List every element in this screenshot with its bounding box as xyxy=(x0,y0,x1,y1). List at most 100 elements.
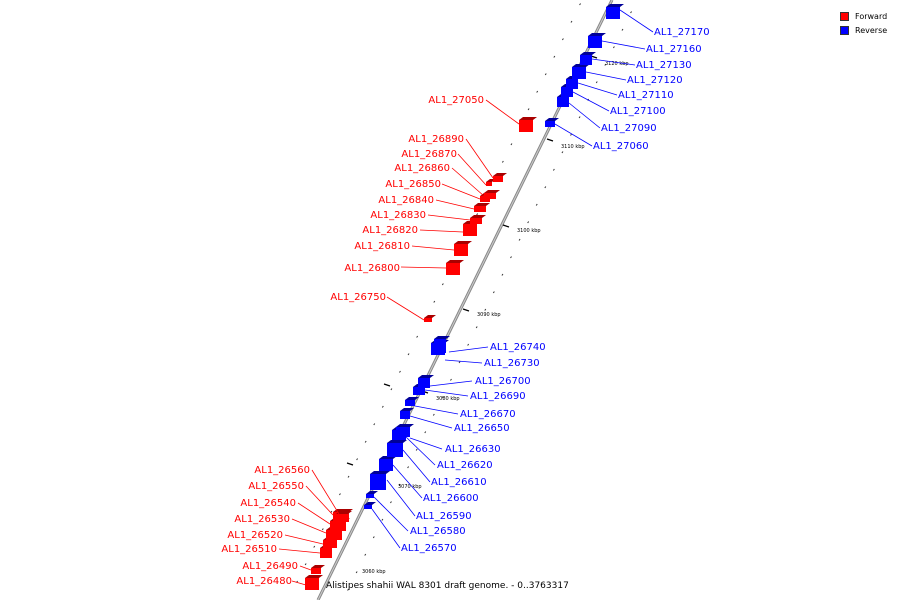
gene-block xyxy=(580,55,592,65)
gene-leader xyxy=(402,449,431,483)
gene-block xyxy=(470,218,482,224)
gene-block-top xyxy=(493,173,507,176)
minor-tick xyxy=(510,143,513,146)
gene-label: AL1_26550 xyxy=(248,481,304,492)
gene-label: AL1_27100 xyxy=(610,106,666,117)
gene-block xyxy=(606,7,620,19)
gene-leader xyxy=(291,518,327,534)
gene-leader xyxy=(400,266,447,269)
gene-AL1_27050: AL1_27050 xyxy=(428,95,537,132)
gene-label: AL1_26510 xyxy=(221,544,277,555)
minor-tick xyxy=(441,283,444,286)
gene-label: AL1_27170 xyxy=(654,27,710,38)
minor-tick xyxy=(313,545,316,548)
gene-block xyxy=(486,182,492,186)
gene-block-top xyxy=(434,336,450,339)
gene-leader xyxy=(424,389,469,397)
gene-leader xyxy=(441,183,481,200)
gene-leader xyxy=(392,464,423,499)
minor-tick xyxy=(467,343,470,346)
gene-label: AL1_26480 xyxy=(236,576,292,587)
tick-label: 3080 kbp xyxy=(436,396,460,402)
minor-tick xyxy=(355,571,358,574)
minor-tick xyxy=(321,528,324,531)
minor-tick xyxy=(501,160,504,163)
minor-tick xyxy=(492,291,495,294)
major-tick xyxy=(546,138,554,142)
gene-block-top xyxy=(364,502,376,505)
minor-tick xyxy=(553,55,556,58)
gene-block-top xyxy=(470,215,486,218)
gene-leader xyxy=(429,380,473,387)
gene-label: AL1_26860 xyxy=(394,163,450,174)
gene-label: AL1_26810 xyxy=(354,241,410,252)
gene-block xyxy=(424,318,432,322)
gene-leader xyxy=(448,346,489,353)
gene-AL1_26610: AL1_26610 xyxy=(387,440,487,488)
minor-tick xyxy=(630,11,632,14)
gene-block-top xyxy=(311,565,325,568)
minor-tick xyxy=(381,405,384,408)
gene-block-top xyxy=(519,117,537,120)
gene-label: AL1_27120 xyxy=(627,75,683,86)
gene-leader xyxy=(572,91,610,112)
gene-block xyxy=(387,443,403,457)
gene-leader xyxy=(405,436,436,466)
gene-block xyxy=(320,548,332,558)
gene-leader xyxy=(444,359,483,364)
gene-block-top xyxy=(424,315,436,318)
minor-tick xyxy=(339,493,341,496)
minor-tick xyxy=(399,370,401,373)
gene-leader xyxy=(591,58,636,66)
gene-label: AL1_26560 xyxy=(254,465,310,476)
gene-leader xyxy=(297,502,331,525)
gene-label: AL1_26620 xyxy=(437,460,493,471)
minor-tick xyxy=(390,388,393,391)
gene-leader xyxy=(435,199,475,210)
gene-block xyxy=(336,514,348,522)
gene-block-top xyxy=(580,52,596,55)
gene-AL1_26700: AL1_26700 xyxy=(418,375,531,388)
gene-block xyxy=(405,400,415,406)
gene-label: AL1_26610 xyxy=(431,477,487,488)
major-tick xyxy=(383,383,391,387)
tick-label: 3060 kbp xyxy=(362,569,386,575)
gene-label: AL1_27160 xyxy=(646,44,702,55)
minor-tick xyxy=(381,518,384,521)
gene-label: AL1_26820 xyxy=(362,225,418,236)
minor-tick xyxy=(373,423,376,426)
tick-label: 3120 kbp xyxy=(605,61,629,67)
minor-tick xyxy=(570,133,572,136)
minor-tick xyxy=(372,536,375,539)
minor-tick xyxy=(330,510,333,513)
gene-AL1_26490: AL1_26490 xyxy=(242,561,325,574)
gene-AL1_26810: AL1_26810 xyxy=(354,241,472,256)
gene-AL1_27160: AL1_27160 xyxy=(588,33,702,55)
minor-tick xyxy=(544,186,547,189)
gene-block xyxy=(463,224,477,236)
minor-tick xyxy=(347,475,350,478)
gene-AL1_27170: AL1_27170 xyxy=(606,4,710,38)
gene-AL1_26740: AL1_26740 xyxy=(434,336,546,353)
gene-label: AL1_26850 xyxy=(385,179,441,190)
minor-tick xyxy=(518,238,521,241)
minor-tick xyxy=(476,213,479,216)
gene-leader xyxy=(414,405,459,415)
gene-leader xyxy=(419,229,464,233)
reverse-swatch xyxy=(840,25,849,35)
minor-tick xyxy=(475,326,478,329)
gene-leader xyxy=(585,71,627,81)
gene-label: AL1_27050 xyxy=(428,95,484,106)
gene-leader xyxy=(427,214,471,221)
minor-tick xyxy=(544,73,547,76)
gene-label: AL1_26690 xyxy=(470,391,526,402)
minor-tick xyxy=(364,440,367,443)
gene-block-top xyxy=(400,408,414,411)
minor-tick xyxy=(450,378,452,381)
gene-leader xyxy=(619,9,654,33)
minor-tick xyxy=(407,466,410,469)
gene-block xyxy=(545,121,555,127)
gene-leader xyxy=(386,479,416,517)
major-tick xyxy=(502,224,510,228)
